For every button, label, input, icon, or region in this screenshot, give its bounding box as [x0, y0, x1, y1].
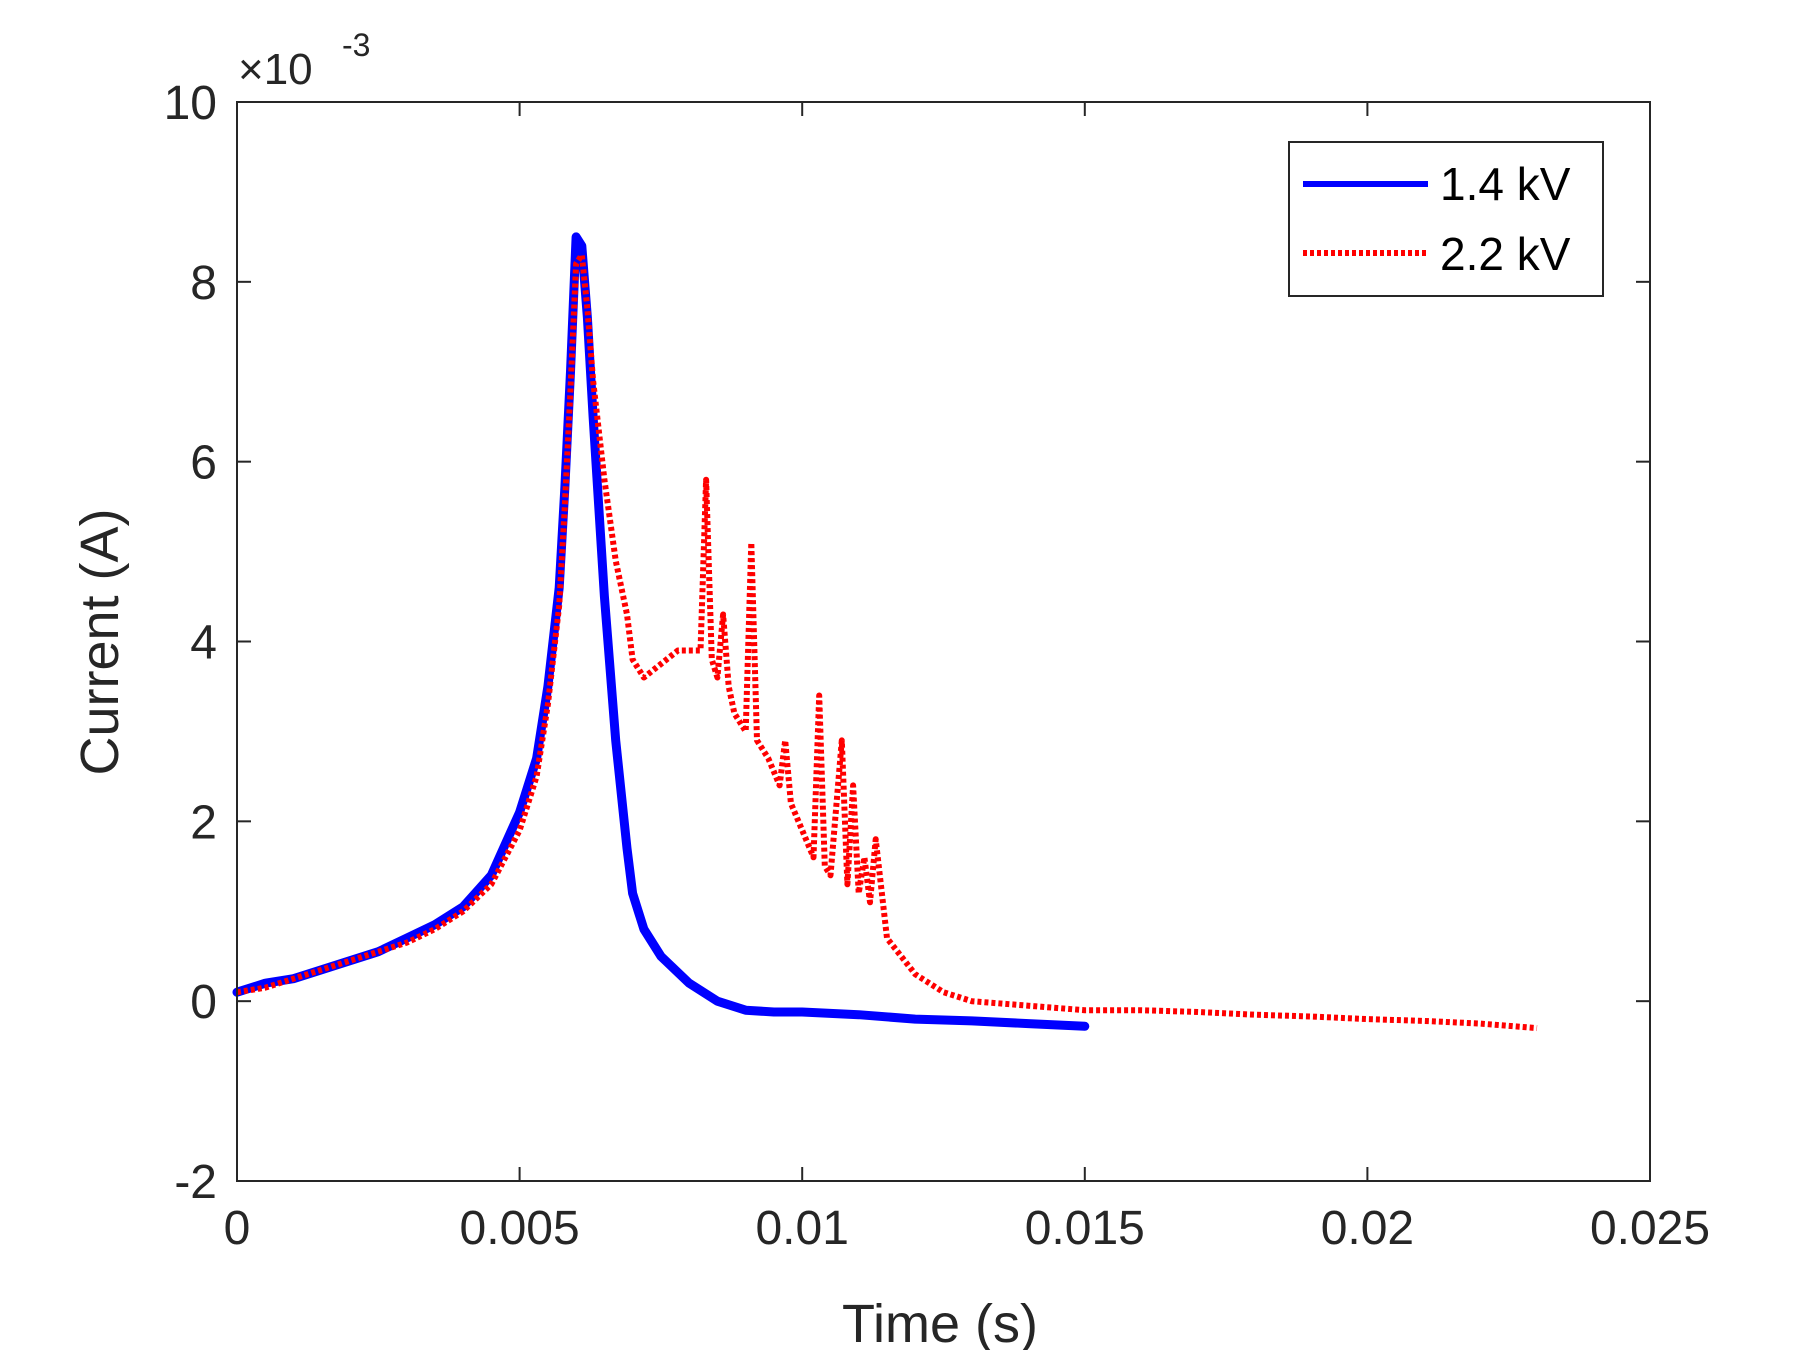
x-tick-label-0: 0	[224, 1202, 251, 1255]
x-axis-title: Time (s)	[842, 1294, 1038, 1350]
y-tick-label-2: -2	[174, 1156, 217, 1209]
y-axis-title: Current (A)	[70, 508, 130, 775]
legend: 1.4 kV 2.2 kV	[1288, 141, 1604, 297]
y-exponent-label: ×10 -3	[238, 27, 370, 94]
y-tick-label-6: 6	[190, 437, 217, 490]
y-tick-label-10: 10	[164, 77, 217, 130]
series-line-1-4-kV	[232, 232, 1090, 1031]
legend-label-1-4-kv: 1.4 kV	[1440, 158, 1571, 210]
x-tick-label-0-01: 0.01	[755, 1202, 848, 1255]
series-layer	[232, 232, 1538, 1032]
legend-box	[1288, 141, 1604, 297]
x-tick-label-0-02: 0.02	[1321, 1202, 1414, 1255]
y-exponent-power: -3	[342, 27, 370, 63]
y-tick-label-0: 0	[190, 976, 217, 1029]
y-exponent-base: ×10	[238, 45, 313, 94]
y-tick-label-2: 2	[190, 796, 217, 849]
series-line-2-2-kV	[236, 251, 1538, 1032]
legend-label-2-2-kv: 2.2 kV	[1440, 228, 1571, 280]
x-tick-label-0-005: 0.005	[460, 1202, 580, 1255]
y-tick-label-8: 8	[190, 257, 217, 310]
x-tick-label-0-025: 0.025	[1590, 1202, 1710, 1255]
y-tick-label-4: 4	[190, 617, 217, 670]
x-tick-label-0-015: 0.015	[1025, 1202, 1145, 1255]
